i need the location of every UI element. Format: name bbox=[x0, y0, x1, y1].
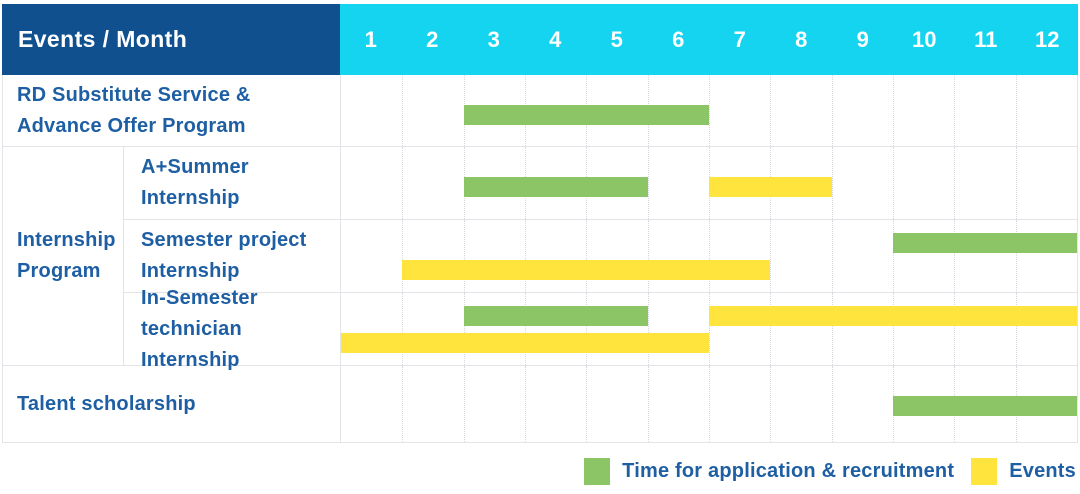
month-gridline bbox=[893, 220, 894, 292]
month-gridline bbox=[893, 75, 894, 146]
month-gridline bbox=[647, 220, 649, 292]
month-header-8: 8 bbox=[795, 26, 808, 52]
table-header-row: Events / Month 1 2 3 4 5 6 7 8 9 10 11 12 bbox=[2, 4, 1078, 75]
legend-events-label: Events bbox=[1009, 460, 1076, 482]
month-gridline bbox=[893, 147, 894, 219]
gantt-bar-event bbox=[709, 177, 832, 197]
month-header-6: 6 bbox=[672, 26, 685, 52]
month-gridline bbox=[954, 220, 956, 292]
month-gridline bbox=[402, 220, 404, 292]
legend-item-application: Time for application & recruitment bbox=[584, 458, 954, 485]
month-gridline bbox=[831, 293, 833, 365]
corner-header-cell: Events / Month bbox=[2, 4, 340, 75]
gantt-bar-application bbox=[893, 233, 1077, 253]
month-header-3: 3 bbox=[487, 26, 500, 52]
legend-application-label: Time for application & recruitment bbox=[622, 460, 955, 482]
month-header-2: 2 bbox=[426, 26, 439, 52]
month-gridline bbox=[647, 293, 649, 365]
month-gridline bbox=[525, 366, 526, 442]
month-gridline bbox=[1015, 147, 1017, 219]
gantt-bar-event bbox=[402, 260, 771, 280]
month-gridline bbox=[770, 366, 772, 442]
month-header-7: 7 bbox=[733, 26, 746, 52]
month-gridline bbox=[893, 293, 894, 365]
schedule-table: Events / Month 1 2 3 4 5 6 7 8 9 10 11 12 RD Substi… bbox=[2, 4, 1078, 443]
month-gridline bbox=[586, 220, 588, 292]
month-gridline bbox=[463, 366, 465, 442]
chart-row-in-semester-technician bbox=[341, 293, 1077, 366]
month-gridline bbox=[586, 293, 588, 365]
month-gridline bbox=[770, 75, 772, 146]
month-gridline bbox=[525, 293, 526, 365]
month-gridline bbox=[831, 75, 833, 146]
month-gridline bbox=[402, 75, 404, 146]
month-gridline bbox=[647, 366, 649, 442]
month-gridline bbox=[831, 220, 833, 292]
month-gridline bbox=[402, 293, 404, 365]
gantt-bar-event bbox=[709, 306, 1077, 326]
month-gridline bbox=[647, 147, 649, 219]
month-header-5: 5 bbox=[610, 26, 623, 52]
month-gridline bbox=[586, 366, 588, 442]
month-gridline bbox=[770, 293, 772, 365]
month-header-11: 11 bbox=[974, 26, 998, 52]
legend-item-events: Events bbox=[971, 458, 1076, 485]
month-header-row: 1 2 3 4 5 6 7 8 9 10 11 12 bbox=[340, 4, 1078, 75]
chart-row-rd-substitute bbox=[341, 75, 1077, 147]
month-header-9: 9 bbox=[856, 26, 869, 52]
month-gridline bbox=[709, 220, 710, 292]
chart-row-talent-scholarship bbox=[341, 366, 1077, 442]
month-gridline bbox=[709, 366, 710, 442]
gantt-bar-event bbox=[341, 333, 709, 353]
month-header-12: 12 bbox=[1035, 26, 1060, 52]
month-gridline bbox=[525, 220, 526, 292]
month-gridline bbox=[463, 220, 465, 292]
gantt-bar-application bbox=[463, 306, 648, 326]
month-gridline bbox=[463, 293, 465, 365]
month-header-10: 10 bbox=[912, 26, 937, 52]
row-label-talent-scholarship: Talent scholarship bbox=[3, 366, 341, 442]
row-label-in-semester-technician: In-Semester technician Internship bbox=[124, 287, 341, 371]
gantt-bar-application bbox=[893, 396, 1077, 416]
month-header-4: 4 bbox=[549, 26, 562, 52]
legend-green-swatch-icon bbox=[584, 458, 611, 485]
row-label-a-plus-summer: A+Summer Internship bbox=[124, 147, 341, 220]
row-label-semester-project: Semester project Internship bbox=[124, 220, 341, 293]
legend: Time for application & recruitment Event… bbox=[0, 458, 1076, 485]
chart-row-semester-project bbox=[341, 220, 1077, 293]
row-label-rd-substitute: RD Substitute Service & Advance Offer Pr… bbox=[3, 75, 341, 147]
month-gridline bbox=[709, 75, 710, 146]
table-body: RD Substitute Service & Advance Offer Pr… bbox=[2, 75, 1078, 443]
gantt-bar-application bbox=[463, 177, 648, 197]
month-gridline bbox=[954, 75, 956, 146]
month-gridline bbox=[1015, 75, 1017, 146]
month-gridline bbox=[402, 366, 404, 442]
month-gridline bbox=[1015, 220, 1017, 292]
legend-yellow-swatch-icon bbox=[971, 458, 998, 485]
month-gridline bbox=[831, 366, 833, 442]
chart-row-a-plus-summer bbox=[341, 147, 1077, 220]
month-gridline bbox=[954, 293, 956, 365]
gantt-bar-application bbox=[463, 105, 709, 125]
month-gridline bbox=[402, 147, 404, 219]
month-gridline bbox=[770, 220, 772, 292]
month-header-1: 1 bbox=[364, 26, 377, 52]
month-gridline bbox=[954, 147, 956, 219]
month-gridline bbox=[831, 147, 833, 219]
month-gridline bbox=[1015, 293, 1017, 365]
corner-header-label: Events / Month bbox=[18, 26, 188, 52]
group-label-internship-program: Internship Program bbox=[3, 147, 124, 366]
month-gridline bbox=[709, 293, 710, 365]
